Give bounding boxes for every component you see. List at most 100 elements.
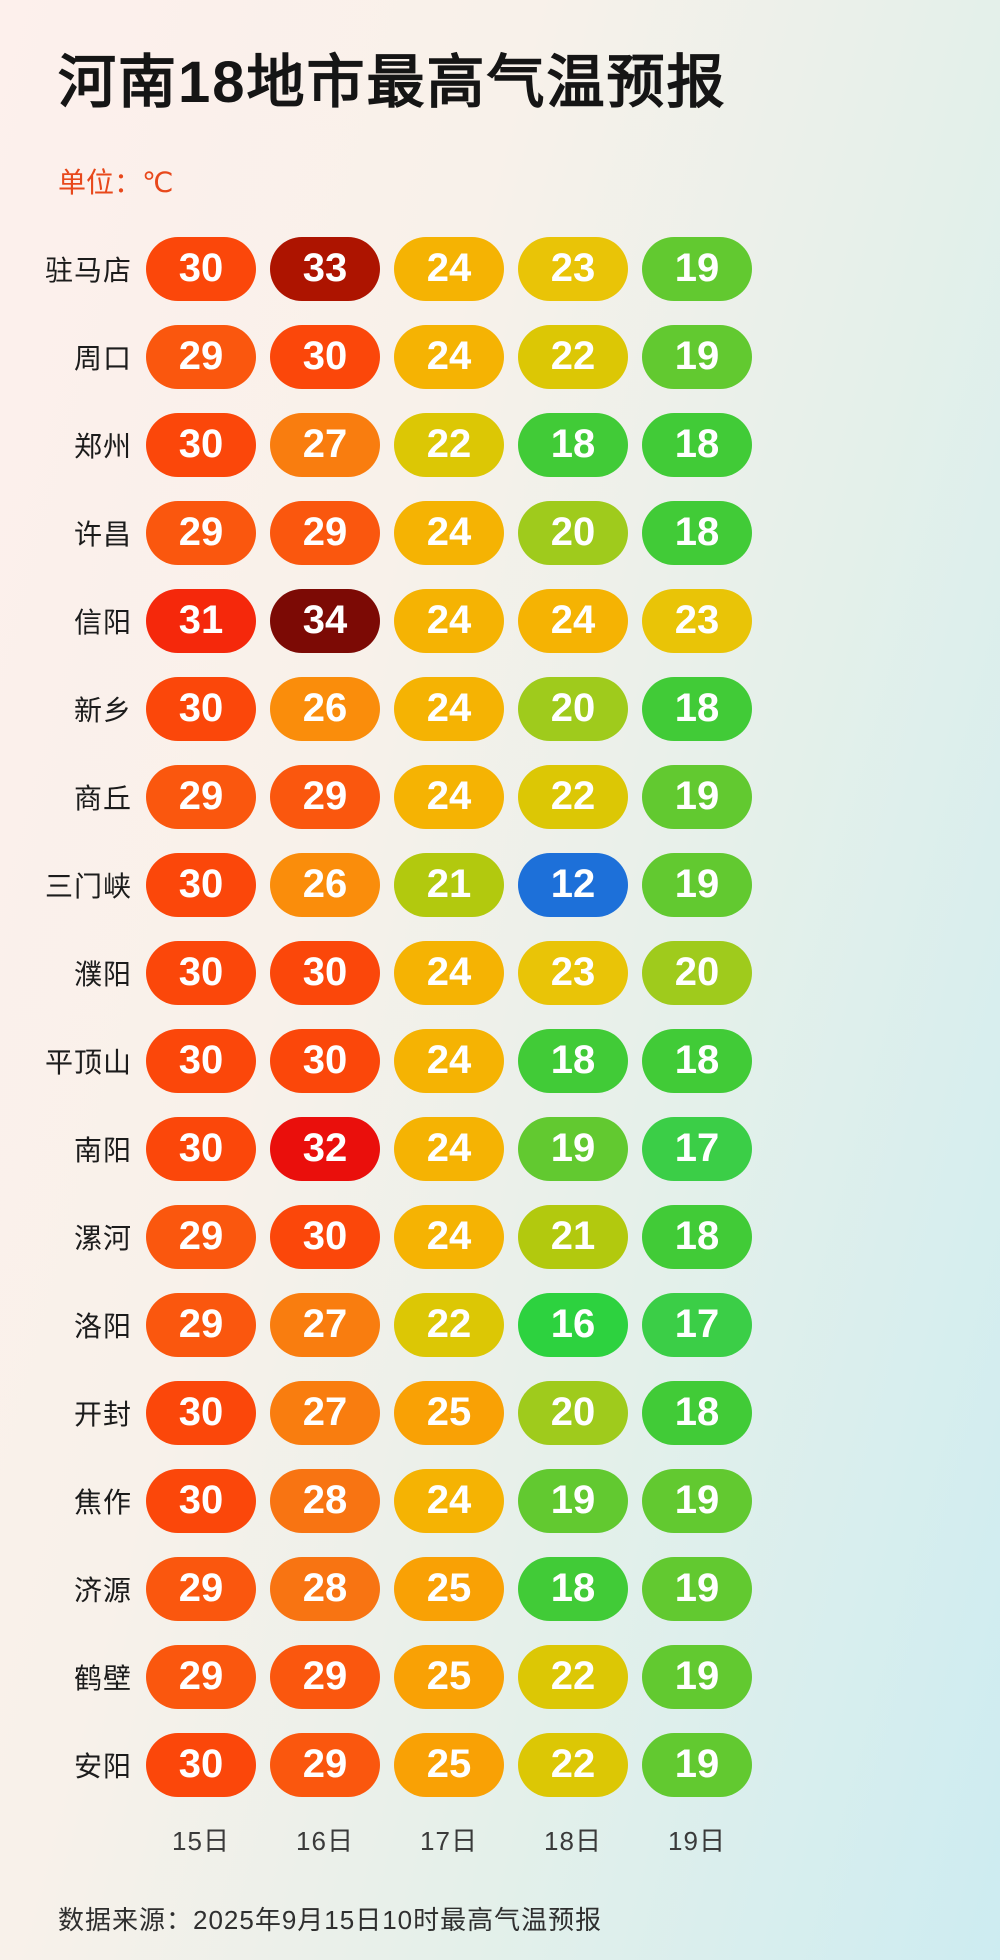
temp-pill: 26 bbox=[270, 852, 380, 917]
temp-pill: 33 bbox=[270, 236, 380, 301]
temp-pill: 30 bbox=[146, 676, 256, 741]
city-label: 许昌 bbox=[73, 518, 132, 550]
temp-pill: 24 bbox=[394, 1204, 504, 1269]
temp-pill: 22 bbox=[518, 764, 628, 829]
city-label: 郑州 bbox=[73, 430, 132, 462]
temp-pill: 19 bbox=[642, 1468, 752, 1533]
temp-pill: 18 bbox=[642, 412, 752, 477]
temp-pill: 30 bbox=[146, 1468, 256, 1533]
day-label: 18日 bbox=[544, 1825, 602, 1856]
day-label: 15日 bbox=[172, 1825, 230, 1856]
temp-pill: 25 bbox=[394, 1644, 504, 1709]
temp-pill: 22 bbox=[518, 324, 628, 389]
city-label: 安阳 bbox=[73, 1750, 132, 1782]
temp-pill: 30 bbox=[270, 1204, 380, 1269]
temp-pill: 18 bbox=[642, 1204, 752, 1269]
temp-pill: 29 bbox=[146, 500, 256, 565]
temp-pill: 27 bbox=[270, 1380, 380, 1445]
temp-pill: 18 bbox=[642, 1028, 752, 1093]
city-label: 洛阳 bbox=[73, 1310, 132, 1342]
temp-pill: 30 bbox=[146, 412, 256, 477]
temp-pill: 30 bbox=[146, 236, 256, 301]
temp-pill: 30 bbox=[146, 1380, 256, 1445]
temp-pill: 19 bbox=[518, 1116, 628, 1181]
forecast-table: 驻马店 30 33 24 23 19 周口 29 30 24 22 19 郑州 30 27 22 18 18 许昌 2… bbox=[44, 236, 1000, 1797]
temp-pill: 29 bbox=[146, 324, 256, 389]
table-row: 洛阳 29 27 22 16 17 bbox=[44, 1292, 1000, 1357]
temp-pill: 20 bbox=[518, 676, 628, 741]
temp-pill: 27 bbox=[270, 412, 380, 477]
temp-pill: 30 bbox=[146, 1732, 256, 1797]
city-label: 驻马店 bbox=[44, 254, 132, 286]
table-row: 濮阳 30 30 24 23 20 bbox=[44, 940, 1000, 1005]
temp-pill: 34 bbox=[270, 588, 380, 653]
temp-pill: 18 bbox=[518, 412, 628, 477]
temp-pill: 24 bbox=[394, 940, 504, 1005]
table-row: 焦作 30 28 24 19 19 bbox=[44, 1468, 1000, 1533]
temp-pill: 24 bbox=[394, 236, 504, 301]
temp-pill: 22 bbox=[394, 412, 504, 477]
temp-pill: 23 bbox=[518, 940, 628, 1005]
temp-pill: 23 bbox=[518, 236, 628, 301]
temp-pill: 21 bbox=[518, 1204, 628, 1269]
temp-pill: 18 bbox=[518, 1556, 628, 1621]
temp-pill: 12 bbox=[518, 852, 628, 917]
temp-pill: 17 bbox=[642, 1292, 752, 1357]
temp-pill: 25 bbox=[394, 1732, 504, 1797]
temp-pill: 20 bbox=[518, 500, 628, 565]
city-label: 三门峡 bbox=[44, 870, 132, 902]
temp-pill: 29 bbox=[146, 1556, 256, 1621]
temp-pill: 24 bbox=[394, 764, 504, 829]
temp-pill: 22 bbox=[394, 1292, 504, 1357]
day-label: 19日 bbox=[668, 1825, 726, 1856]
temp-pill: 18 bbox=[518, 1028, 628, 1093]
temp-pill: 30 bbox=[270, 324, 380, 389]
day-label: 17日 bbox=[420, 1825, 478, 1856]
temp-pill: 21 bbox=[394, 852, 504, 917]
temp-pill: 32 bbox=[270, 1116, 380, 1181]
temp-pill: 22 bbox=[518, 1732, 628, 1797]
page-title: 河南18地市最高气温预报 bbox=[58, 50, 727, 115]
temp-pill: 30 bbox=[146, 940, 256, 1005]
temp-pill: 27 bbox=[270, 1292, 380, 1357]
temp-pill: 18 bbox=[642, 1380, 752, 1445]
table-row: 信阳 31 34 24 24 23 bbox=[44, 588, 1000, 653]
city-label: 平顶山 bbox=[44, 1046, 132, 1078]
temp-pill: 24 bbox=[394, 324, 504, 389]
temp-pill: 19 bbox=[642, 852, 752, 917]
temp-pill: 25 bbox=[394, 1380, 504, 1445]
city-label: 开封 bbox=[73, 1398, 132, 1430]
city-label: 商丘 bbox=[73, 782, 132, 814]
temp-pill: 20 bbox=[518, 1380, 628, 1445]
temp-pill: 25 bbox=[394, 1556, 504, 1621]
temp-pill: 29 bbox=[270, 1732, 380, 1797]
temp-pill: 19 bbox=[642, 236, 752, 301]
temp-pill: 28 bbox=[270, 1468, 380, 1533]
table-row: 开封 30 27 25 20 18 bbox=[44, 1380, 1000, 1445]
temp-pill: 19 bbox=[642, 1644, 752, 1709]
city-label: 漯河 bbox=[73, 1222, 132, 1254]
table-row: 平顶山 30 30 24 18 18 bbox=[44, 1028, 1000, 1093]
unit-label: 单位：℃ bbox=[58, 166, 174, 198]
temp-pill: 24 bbox=[394, 1028, 504, 1093]
temp-pill: 24 bbox=[394, 676, 504, 741]
table-row: 漯河 29 30 24 21 18 bbox=[44, 1204, 1000, 1269]
table-row: 许昌 29 29 24 20 18 bbox=[44, 500, 1000, 565]
table-row: 驻马店 30 33 24 23 19 bbox=[44, 236, 1000, 301]
temp-pill: 18 bbox=[642, 500, 752, 565]
day-axis: 15日 16日 17日 18日 19日 bbox=[44, 1821, 1000, 1858]
table-row: 周口 29 30 24 22 19 bbox=[44, 324, 1000, 389]
temp-pill: 24 bbox=[394, 1468, 504, 1533]
table-row: 郑州 30 27 22 18 18 bbox=[44, 412, 1000, 477]
temp-pill: 29 bbox=[146, 1292, 256, 1357]
temp-pill: 30 bbox=[270, 1028, 380, 1093]
temp-pill: 23 bbox=[642, 588, 752, 653]
table-row: 南阳 30 32 24 19 17 bbox=[44, 1116, 1000, 1181]
temp-pill: 29 bbox=[146, 764, 256, 829]
temp-pill: 20 bbox=[642, 940, 752, 1005]
table-row: 三门峡 30 26 21 12 19 bbox=[44, 852, 1000, 917]
temp-pill: 19 bbox=[642, 764, 752, 829]
city-label: 济源 bbox=[73, 1574, 132, 1606]
city-label: 周口 bbox=[73, 342, 132, 374]
